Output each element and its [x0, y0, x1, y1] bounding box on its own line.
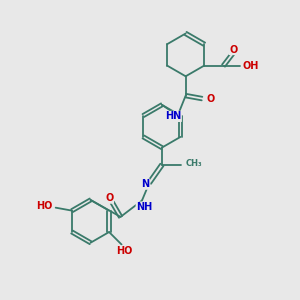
Text: NH: NH	[136, 202, 152, 212]
Text: N: N	[142, 179, 150, 189]
Text: CH₃: CH₃	[185, 159, 202, 168]
Text: O: O	[229, 44, 238, 55]
Text: HN: HN	[165, 111, 181, 122]
Text: HO: HO	[36, 201, 52, 211]
Text: O: O	[206, 94, 214, 103]
Text: OH: OH	[242, 61, 259, 70]
Text: HO: HO	[116, 246, 133, 256]
Text: O: O	[105, 193, 113, 203]
